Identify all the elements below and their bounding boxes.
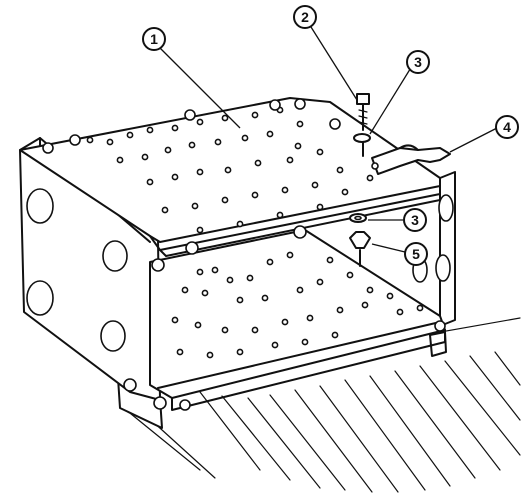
callout-2: 2 <box>293 5 317 29</box>
right-end-wall <box>412 171 456 327</box>
lower-shelf <box>149 229 446 411</box>
floor-hatching <box>119 317 521 493</box>
callout-4-label: 4 <box>503 119 511 135</box>
callout-3-upper-label: 3 <box>414 54 422 70</box>
callout-5-label: 5 <box>412 246 420 262</box>
callout-4: 4 <box>495 115 519 139</box>
nut-part <box>349 231 371 267</box>
callout-3-lower: 3 <box>403 208 427 232</box>
callout-5: 5 <box>404 242 428 266</box>
upper-washer-part <box>353 133 371 157</box>
lower-washer-part <box>349 213 367 223</box>
left-end-wall <box>19 137 161 401</box>
callout-3-lower-label: 3 <box>411 212 419 228</box>
lower-shelf-holes <box>171 251 424 359</box>
callout-1: 1 <box>142 27 166 51</box>
callout-3-upper: 3 <box>406 50 430 74</box>
clamp-part <box>371 144 451 175</box>
callout-1-label: 1 <box>150 31 158 47</box>
leader-lines <box>159 26 498 253</box>
callout-2-label: 2 <box>301 9 309 25</box>
rim-bolts <box>42 98 446 411</box>
